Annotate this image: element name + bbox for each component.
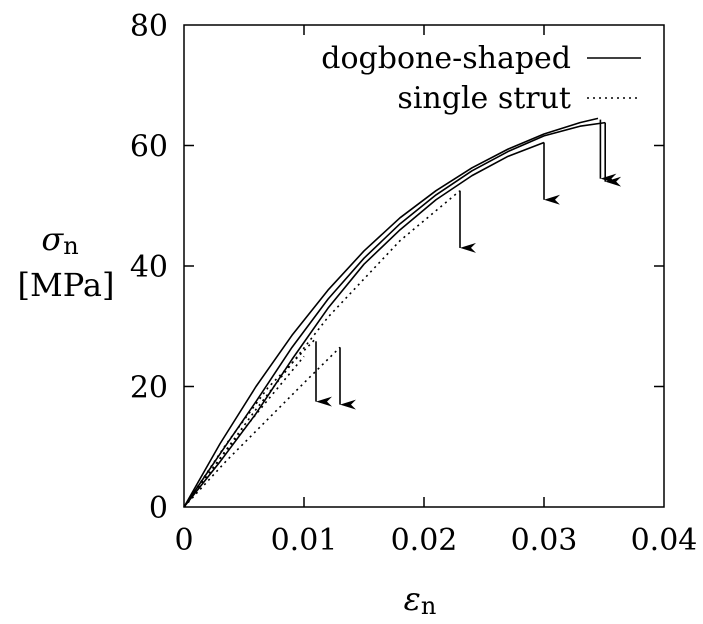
series-line-single-strut-5 (183, 346, 341, 508)
data-series-group (183, 117, 606, 508)
x-tick-label-1: 0.01 (271, 523, 338, 558)
y-axis-subscript: n (63, 232, 78, 260)
x-axis-symbol: ε (404, 580, 421, 618)
tick-labels-group: 0 0.01 0.02 0.03 0.04 0 20 40 60 80 (130, 9, 698, 558)
series-line-dogbone-0 (183, 117, 599, 508)
x-tick-label-0: 0 (174, 523, 193, 558)
x-tick-label-3: 0.03 (511, 523, 578, 558)
y-tick-label-0: 0 (149, 491, 168, 526)
series-line-dogbone-2 (183, 141, 545, 508)
series-line-dogbone-1 (183, 121, 606, 508)
y-axis-unit: [MPa] (18, 266, 115, 304)
axis-ticks-group (184, 25, 664, 507)
y-tick-label-1: 20 (130, 371, 168, 406)
y-tick-label-2: 40 (130, 250, 168, 285)
y-axis-label: σn (41, 220, 78, 260)
series-line-single-strut-6 (183, 190, 461, 508)
legend-label-dogbone: dogbone-shaped (321, 41, 571, 76)
y-tick-label-4: 80 (130, 9, 168, 44)
failure-arrows-group (315, 119, 622, 410)
x-tick-label-2: 0.02 (391, 523, 458, 558)
legend-label-single-strut: single strut (397, 81, 571, 116)
x-axis-label: εn (404, 580, 437, 620)
series-line-single-strut-4 (183, 355, 305, 508)
y-tick-label-3: 60 (130, 130, 168, 165)
y-axis-symbol: σ (41, 220, 64, 258)
x-tick-label-4: 0.04 (631, 523, 698, 558)
x-axis-subscript: n (421, 592, 436, 620)
